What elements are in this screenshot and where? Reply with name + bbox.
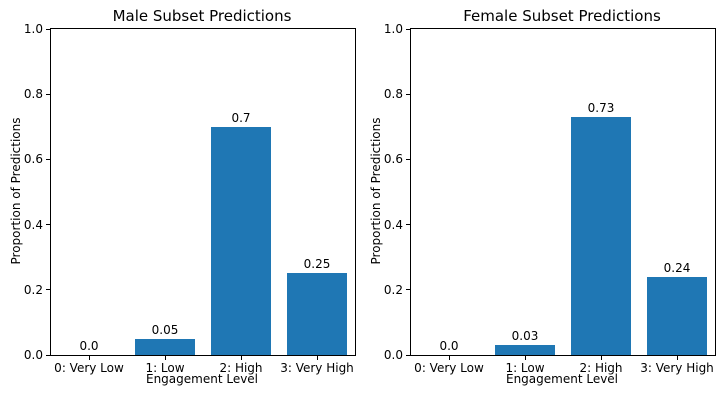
x-tick-label: 3: Very High (640, 361, 714, 375)
x-tick-label: 2: High (219, 361, 263, 375)
plot-area: 0.0 0.2 0.4 0.6 0.8 1.0 0: Very Low 0.0 1: Low 0.… (384, 22, 716, 375)
x-tick-mark (240, 356, 242, 360)
x-tick-label: 0: Very Low (414, 361, 484, 375)
bar-value-label: 0.05 (151, 323, 179, 337)
y-tick-mark (406, 93, 410, 95)
bar (570, 117, 632, 355)
bar-value-label: 0.03 (511, 329, 539, 343)
bar (286, 273, 348, 355)
y-tick-label: 0.4 (383, 217, 403, 232)
x-tick-mark (600, 356, 602, 360)
y-tick-label: 0.2 (23, 282, 43, 297)
y-tick-mark (46, 93, 50, 95)
y-tick-label: 0.8 (383, 87, 403, 102)
x-axis-label: Engagement Level (145, 372, 259, 386)
x-tick-mark (316, 356, 318, 360)
bar (646, 277, 708, 355)
x-tick-label: 3: Very High (280, 361, 354, 375)
y-tick-mark (406, 289, 410, 291)
chart-title: Female Subset Predictions (463, 7, 661, 25)
chart-panel-male: Male Subset Predictions Proportion of Pr… (9, 7, 356, 386)
bar (494, 345, 556, 355)
bar (210, 127, 272, 355)
x-axis-label: Engagement Level (505, 372, 619, 386)
y-tick-mark (46, 354, 50, 356)
x-tick-mark (524, 356, 526, 360)
y-tick-mark (406, 224, 410, 226)
bar-value-label: 0.0 (79, 339, 99, 353)
y-tick-mark (406, 158, 410, 160)
y-tick-label: 1.0 (383, 22, 403, 36)
chart-panel-female: Female Subset Predictions Proportion of … (360, 0, 720, 400)
x-tick-label: 0: Very Low (54, 361, 124, 375)
y-tick-label: 0.6 (23, 152, 43, 167)
bar-value-label: 0.7 (231, 111, 251, 125)
chart-title: Male Subset Predictions (112, 7, 292, 25)
y-tick-label: 0.4 (23, 217, 43, 232)
y-tick-mark (406, 354, 410, 356)
y-axis-label: Proportion of Predictions (369, 117, 383, 265)
x-tick-label: 1: Low (145, 361, 185, 375)
y-tick-mark (406, 28, 410, 30)
y-tick-label: 1.0 (23, 22, 43, 36)
y-tick-label: 0.0 (383, 348, 403, 362)
bar (134, 339, 196, 355)
y-tick-label: 0.2 (383, 282, 403, 297)
x-tick-mark (676, 356, 678, 360)
bar-value-label: 0.73 (587, 101, 615, 115)
bar-value-label: 0.0 (439, 339, 459, 353)
y-axis-label: Proportion of Predictions (9, 117, 23, 265)
x-tick-mark (164, 356, 166, 360)
y-tick-label: 0.0 (23, 348, 43, 362)
x-tick-mark (88, 356, 90, 360)
y-tick-mark (46, 289, 50, 291)
y-tick-mark (46, 28, 50, 30)
x-tick-label: 1: Low (505, 361, 545, 375)
y-tick-mark (46, 224, 50, 226)
plot-area: 0.0 0.2 0.4 0.6 0.8 1.0 0: Very Low 0.0 1: Low 0.… (24, 22, 356, 375)
x-tick-label: 2: High (579, 361, 623, 375)
y-tick-mark (46, 158, 50, 160)
bar-value-label: 0.24 (663, 261, 691, 275)
bar-value-label: 0.25 (303, 257, 331, 271)
y-tick-label: 0.6 (383, 152, 403, 167)
x-tick-mark (448, 356, 450, 360)
y-tick-label: 0.8 (23, 87, 43, 102)
